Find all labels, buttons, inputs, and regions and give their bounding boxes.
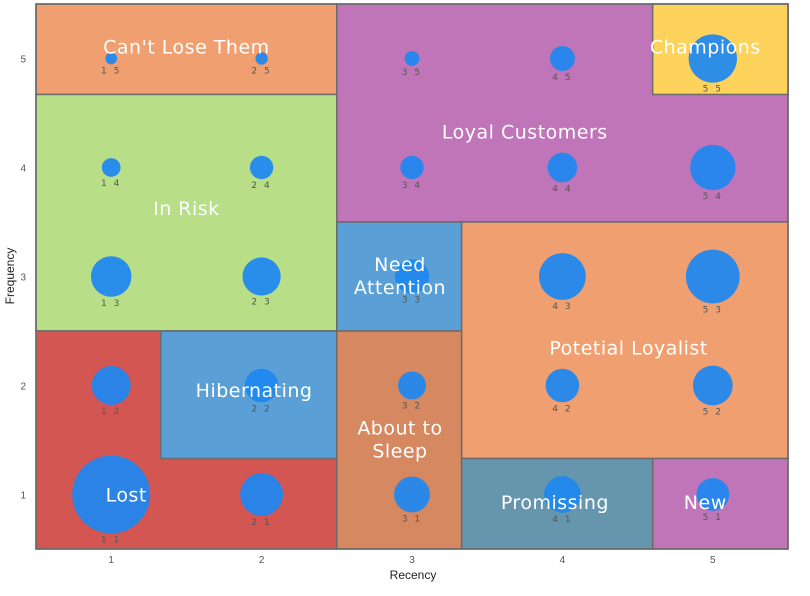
bubble-5-3[interactable] bbox=[685, 249, 740, 304]
segment-label-can-t-lose-them: Can't Lose Them bbox=[103, 37, 270, 59]
bubble-2-3[interactable] bbox=[242, 257, 281, 296]
bubble-label-3-4: 3 4 bbox=[402, 181, 422, 191]
bubble-label-4-2: 4 2 bbox=[552, 404, 572, 414]
x-tick-3: 3 bbox=[409, 555, 415, 566]
bubble-label-3-2: 3 2 bbox=[402, 402, 422, 412]
y-tick-5: 5 bbox=[20, 55, 26, 66]
segment-can-t-lose-them bbox=[35, 3, 338, 96]
bubble-label-3-3: 3 3 bbox=[402, 296, 422, 306]
bubble-label-1-2: 1 2 bbox=[101, 407, 121, 417]
bubble-5-1[interactable] bbox=[696, 478, 730, 511]
x-axis-ticks: 1 2 3 4 5 bbox=[108, 555, 716, 566]
segment-in-risk bbox=[35, 93, 338, 332]
bubble-1-4[interactable] bbox=[101, 158, 121, 177]
bubble-label-1-4: 1 4 bbox=[101, 179, 121, 189]
segment-hibernating bbox=[160, 330, 338, 460]
bubble-4-5[interactable] bbox=[549, 46, 575, 71]
bubble-label-5-1: 5 1 bbox=[703, 513, 723, 523]
bubble-label-3-1: 3 1 bbox=[402, 514, 422, 524]
bubble-4-2[interactable] bbox=[545, 368, 580, 403]
segment-label-hibernating: Hibernating bbox=[196, 380, 313, 402]
bubble-5-5[interactable] bbox=[688, 34, 737, 83]
bubble-2-4[interactable] bbox=[249, 155, 274, 180]
bubble-label-4-5: 4 5 bbox=[552, 73, 572, 83]
bubble-label-4-1: 4 1 bbox=[552, 515, 572, 525]
bubble-2-2[interactable] bbox=[244, 368, 279, 403]
segment-label-about-to-sleep: About to Sleep bbox=[357, 418, 442, 463]
segment-areas bbox=[35, 3, 789, 550]
bubble-label-2-2: 2 2 bbox=[251, 404, 271, 414]
bubble-label-1-5: 1 5 bbox=[101, 66, 121, 76]
bubble-label-2-5: 2 5 bbox=[251, 67, 271, 77]
bubble-label-1-3: 1 3 bbox=[101, 299, 121, 309]
bubble-label-5-5: 5 5 bbox=[703, 85, 723, 95]
x-tick-5: 5 bbox=[710, 555, 716, 566]
x-axis-title: Recency bbox=[390, 568, 437, 582]
y-tick-3: 3 bbox=[20, 273, 26, 284]
segment-label-loyal-customers: Loyal Customers bbox=[442, 122, 608, 144]
bubble-label-4-3: 4 3 bbox=[552, 302, 572, 312]
bubble-3-4[interactable] bbox=[400, 155, 424, 180]
y-tick-2: 2 bbox=[20, 382, 26, 393]
bubble-label-5-3: 5 3 bbox=[703, 305, 723, 315]
bubble-1-2[interactable] bbox=[91, 366, 131, 405]
segment-label-in-risk: In Risk bbox=[153, 198, 220, 220]
y-tick-1: 1 bbox=[20, 491, 26, 502]
plot-frame bbox=[35, 3, 789, 550]
bubble-label-2-1: 2 1 bbox=[251, 518, 271, 528]
bubble-series: 1 1 1 2 1 3 1 4 1 5 2 1 2 2 2 3 2 4 2 5 3 1 3 2 3 3 3… bbox=[72, 34, 740, 546]
bubble-1-1[interactable] bbox=[72, 455, 151, 534]
bubble-label-1-1: 1 1 bbox=[101, 536, 121, 546]
bubble-2-1[interactable] bbox=[240, 473, 284, 516]
bubble-label-2-4: 2 4 bbox=[251, 181, 271, 191]
segment-label-need-attention: Need Attention bbox=[354, 254, 446, 299]
bubble-5-2[interactable] bbox=[692, 365, 733, 406]
bubble-1-5[interactable] bbox=[105, 52, 118, 65]
bubble-5-4[interactable] bbox=[690, 144, 736, 191]
bubble-2-5[interactable] bbox=[255, 52, 268, 65]
bubble-4-3[interactable] bbox=[539, 253, 586, 300]
x-tick-4: 4 bbox=[560, 555, 566, 566]
bubble-label-3-5: 3 5 bbox=[402, 68, 422, 78]
segment-label-champions: Champions bbox=[650, 37, 761, 59]
bubble-3-1[interactable] bbox=[394, 476, 430, 513]
x-tick-1: 1 bbox=[108, 555, 114, 566]
segment-label-lost: Lost bbox=[106, 485, 147, 507]
x-tick-2: 2 bbox=[259, 555, 265, 566]
y-tick-4: 4 bbox=[20, 164, 26, 175]
bubble-label-5-2: 5 2 bbox=[703, 407, 723, 417]
bubble-3-2[interactable] bbox=[397, 371, 427, 400]
bubble-3-3[interactable] bbox=[394, 259, 430, 294]
bubble-label-5-4: 5 4 bbox=[703, 192, 723, 202]
bubble-label-2-3: 2 3 bbox=[251, 298, 271, 308]
segment-labels: Can't Lose Them Loyal Customers Champions I… bbox=[103, 37, 761, 515]
bubble-4-1[interactable] bbox=[544, 476, 581, 513]
y-axis-ticks: 1 2 3 4 5 bbox=[20, 55, 26, 502]
bubble-4-4[interactable] bbox=[547, 152, 578, 183]
segment-label-potetial-loyalist: Potetial Loyalist bbox=[549, 337, 707, 359]
bubble-1-3[interactable] bbox=[90, 256, 132, 297]
segment-label-new: New bbox=[684, 492, 727, 514]
bubble-3-5[interactable] bbox=[404, 51, 420, 66]
bubble-label-4-4: 4 4 bbox=[552, 184, 572, 194]
segment-label-promissing: Promissing bbox=[501, 492, 609, 514]
y-axis-title: Frequency bbox=[3, 248, 17, 305]
